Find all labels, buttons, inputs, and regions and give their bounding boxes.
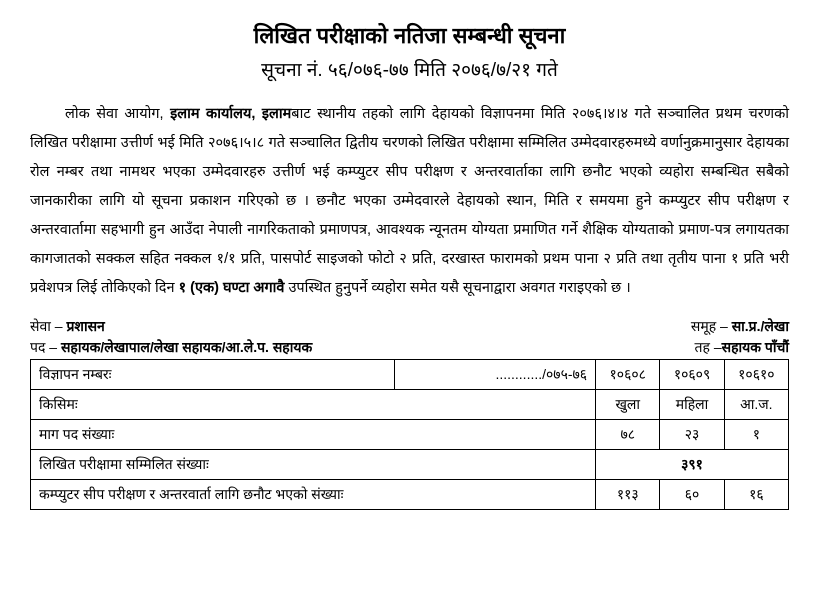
row-label: कम्प्युटर सीप परीक्षण र अन्तरवार्ता लागि… [31,480,596,510]
body-post1: उपस्थित हुनुपर्ने व्यहोरा समेत यसै सूचना… [284,280,630,296]
table-row: विज्ञापन नम्बरः............/०७५-७६१०६०८१… [31,360,789,390]
meta-row-1: सेवा – प्रशासन समूह – सा.प्र./लेखा [30,317,789,336]
body-mid1: बाट स्थानीय तहको लागि देहायको विज्ञापनमा… [30,106,789,296]
cell-value: १ [724,420,788,450]
row-label: विज्ञापन नम्बरः [31,360,395,390]
notice-title: लिखित परीक्षाको नतिजा सम्बन्धी सूचना [30,20,789,50]
table-row: किसिमःखुलामहिलाआ.ज. [31,390,789,420]
notice-body: लोक सेवा आयोग, इलाम कार्यालय, इलामबाट स्… [30,100,789,303]
pad-label: पद – [30,339,61,355]
notice-subtitle: सूचना नं. ५६/०७६-७७ मिति २०७६/७/२१ गते [30,56,789,82]
cell-value: खुला [596,390,660,420]
result-table: विज्ञापन नम्बरः............/०७५-७६१०६०८१… [30,359,789,510]
cell-value: आ.ज. [724,390,788,420]
samuha-label: समूह – [691,318,732,334]
table-row: माग पद संख्याः७८२३१ [31,420,789,450]
body-bold-time: १ (एक) घण्टा अगावै [179,280,285,296]
cell-merged: ३९१ [596,450,789,480]
cell-value: ११३ [596,480,660,510]
sewa-label: सेवा – [30,318,66,334]
cell-value: २३ [660,420,724,450]
table-row: लिखित परीक्षामा सम्मिलित संख्याः३९१ [31,450,789,480]
cell-advt-blank: ............/०७५-७६ [394,360,595,390]
taha-value: सहायक पाँचौं [722,339,789,355]
taha-label: तह – [695,339,722,355]
meta-row-2: पद – सहायक/लेखापाल/लेखा सहायक/आ.ले.प. सह… [30,338,789,357]
cell-value: १०६०८ [596,360,660,390]
body-bold-office: इलाम कार्यालय, इलाम [170,106,291,122]
cell-value: महिला [660,390,724,420]
cell-value: ७८ [596,420,660,450]
pad-value: सहायक/लेखापाल/लेखा सहायक/आ.ले.प. सहायक [61,339,312,355]
body-pre1: लोक सेवा आयोग, [65,106,170,122]
row-label: लिखित परीक्षामा सम्मिलित संख्याः [31,450,596,480]
samuha-value: सा.प्र./लेखा [732,318,789,334]
cell-value: ६० [660,480,724,510]
sewa-value: प्रशासन [66,318,104,334]
cell-value: १०६०९ [660,360,724,390]
cell-value: १६ [724,480,788,510]
cell-value: १०६१० [724,360,788,390]
table-row: कम्प्युटर सीप परीक्षण र अन्तरवार्ता लागि… [31,480,789,510]
row-label: माग पद संख्याः [31,420,596,450]
row-label: किसिमः [31,390,596,420]
